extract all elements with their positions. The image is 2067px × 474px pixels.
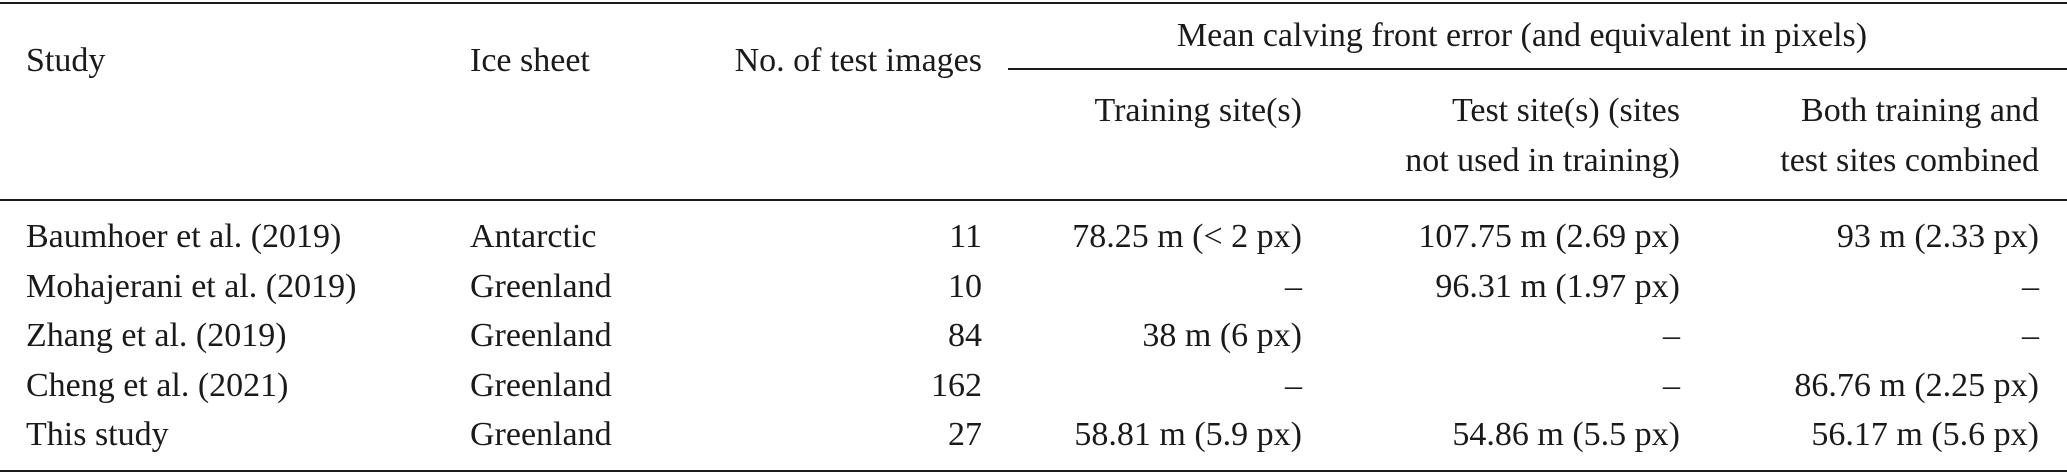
group-rule [1008,68,2067,70]
header-test: Test site(s) (sites [1451,92,1680,129]
cell-test-error: 96.31 m (1.97 px) [1435,267,1680,305]
header-rule [0,199,2067,201]
cell-combined-error: 93 m (2.33 px) [1836,218,2039,255]
cell-combined-error: 56.17 m (5.6 px) [1811,416,2039,453]
cell-num-images: 10 [948,267,982,305]
bottom-rule [0,470,2067,472]
cell-num-images: 162 [931,366,982,404]
cell-study: Baumhoer et al. (2019) [26,218,342,255]
cell-ice-sheet: Greenland [470,416,612,453]
header-test: not used in training) [1405,142,1680,179]
cell-training-error: 78.25 m (< 2 px) [1072,218,1302,255]
cell-test-error: 54.86 m (5.5 px) [1452,416,1680,453]
cell-test-error: 107.75 m (2.69 px) [1418,218,1680,255]
cell-study: Zhang et al. (2019) [26,317,287,354]
header-both: Both training and [1801,92,2039,129]
cell-training-error: 58.81 m (5.9 px) [1074,416,1302,453]
cell-study: Cheng et al. (2021) [26,366,289,404]
header-both: test sites combined [1780,142,2039,179]
cell-study: Mohajerani et al. (2019) [26,267,357,305]
cell-combined-error: – [2022,267,2039,305]
cell-training-error: 38 m (6 px) [1142,317,1302,354]
cell-ice-sheet: Greenland [470,267,612,305]
cell-num-images: 11 [949,218,982,255]
header-study: Study [26,42,106,79]
header-num-images: No. of test images [734,42,982,79]
cell-ice-sheet: Greenland [470,366,612,404]
cell-combined-error: – [2022,317,2039,354]
header-group: Mean calving front error (and equivalent… [1176,17,1868,54]
cell-training-error: – [1285,267,1302,305]
cell-num-images: 84 [948,317,982,354]
cell-test-error: – [1663,366,1680,404]
cell-num-images: 27 [948,416,982,453]
cell-test-error: – [1663,317,1680,354]
cell-ice-sheet: Antarctic [470,218,597,255]
header-ice-sheet: Ice sheet [470,42,590,79]
cell-training-error: – [1285,366,1302,404]
cell-study: This study [26,416,169,453]
cell-ice-sheet: Greenland [470,317,612,354]
header-training: Training site(s) [1094,92,1302,129]
top-rule [0,2,2067,4]
cell-combined-error: 86.76 m (2.25 px) [1794,366,2039,404]
